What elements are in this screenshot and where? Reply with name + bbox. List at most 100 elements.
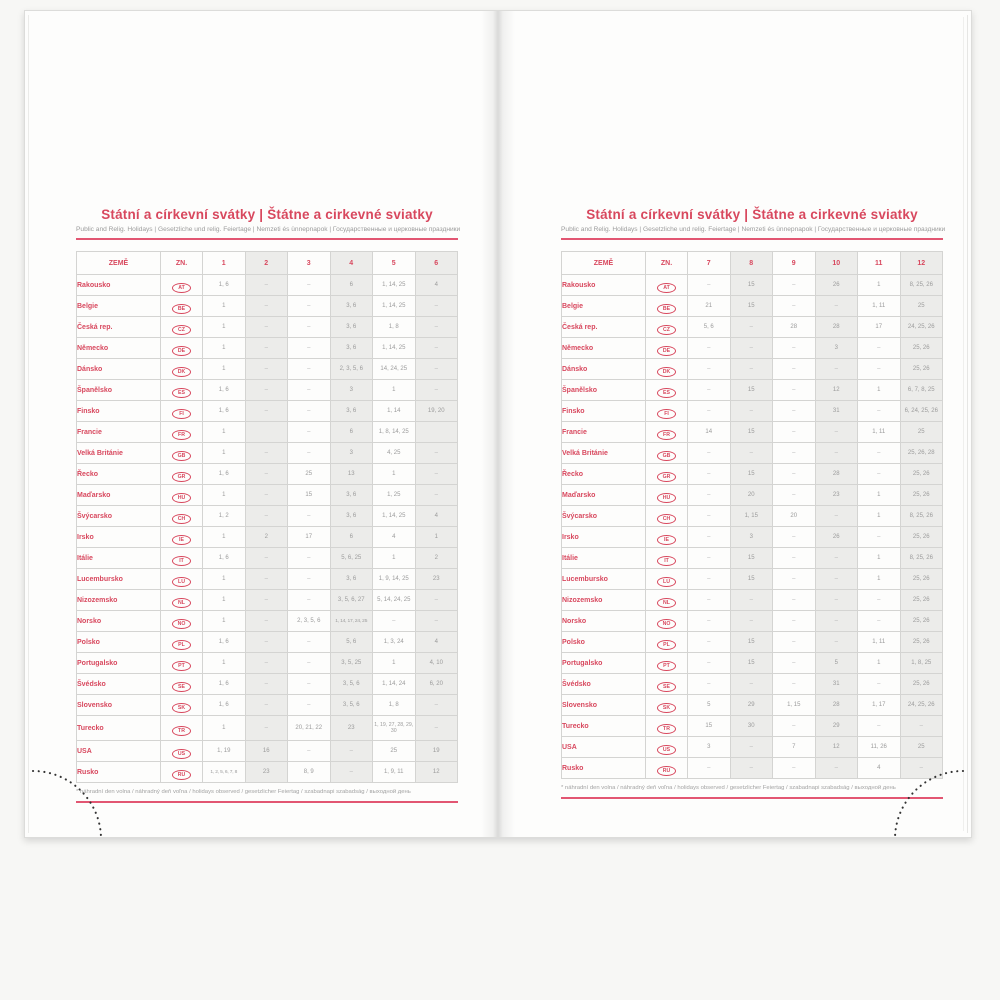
holiday-dates-cell: 31	[814, 400, 858, 422]
holiday-dates-cell: 1	[372, 547, 416, 569]
holiday-dates-cell: –	[814, 631, 858, 653]
country-name: Itálie	[561, 547, 646, 569]
table-row: Irsko IE 1 2 17 6 4 1	[76, 526, 458, 548]
page-title: Státní a církevní svátky | Štátne a cirk…	[101, 207, 433, 222]
country-code-cell: IT	[645, 547, 688, 569]
holiday-dates-cell: 1, 6	[202, 631, 246, 653]
table-row: Rakousko AT –15–26 1 8, 25, 26	[561, 274, 943, 296]
country-code-cell: SE	[160, 673, 203, 695]
holiday-dates-cell: –	[772, 526, 816, 548]
country-code-cell: FI	[160, 400, 203, 422]
holiday-dates-cell: –	[287, 589, 331, 611]
holiday-dates-cell: 5, 14, 24, 25	[372, 589, 416, 611]
country-code-badge: DE	[657, 346, 676, 356]
holiday-dates-cell: –	[687, 484, 731, 506]
holiday-dates-cell: 24, 25, 26	[899, 316, 943, 338]
country-code-badge: NO	[657, 619, 676, 629]
holiday-dates-cell: –	[244, 316, 288, 338]
holiday-dates-cell: 13	[329, 463, 373, 485]
country-code-badge: GR	[172, 472, 191, 482]
holiday-dates-cell: –	[729, 589, 773, 611]
holiday-dates-cell: –	[414, 358, 458, 380]
holiday-dates-cell: –	[244, 295, 288, 317]
holiday-dates-cell: 6, 7, 8, 25	[899, 379, 943, 401]
country-code-badge: LU	[172, 577, 191, 587]
holiday-dates-cell: 1	[202, 421, 246, 443]
holiday-dates-cell: –	[772, 421, 816, 443]
holiday-dates-cell: –	[772, 568, 816, 590]
holiday-dates-cell: 23	[329, 715, 373, 741]
country-name: Francie	[76, 421, 161, 443]
country-code-badge: NL	[657, 598, 676, 608]
holiday-dates-cell: –	[857, 358, 901, 380]
country-name: Norsko	[561, 610, 646, 632]
country-code-cell: ES	[645, 379, 688, 401]
country-code-badge: FI	[657, 409, 676, 419]
holiday-dates-cell: –	[772, 589, 816, 611]
table-row: Dánsko DK – – – – –25, 26	[561, 358, 943, 380]
holiday-dates-cell: 25, 26	[899, 337, 943, 359]
holiday-dates-cell: –	[244, 610, 288, 632]
table-row: Itálie IT –15– –1 8, 25, 26	[561, 547, 943, 569]
holiday-dates-cell: 25	[899, 421, 943, 443]
month-header: 10	[814, 251, 858, 275]
holiday-dates-cell: 25, 26	[899, 631, 943, 653]
holiday-dates-cell: –	[814, 568, 858, 590]
country-name: Řecko	[76, 463, 161, 485]
holiday-dates-cell: 25	[372, 740, 416, 762]
holiday-dates-cell: –	[687, 757, 731, 779]
table-row: Švédsko SE – – –31–25, 26	[561, 673, 943, 695]
country-name: Řecko	[561, 463, 646, 485]
holiday-dates-cell: 15	[729, 274, 773, 296]
table-row: Německo DE 1– –3, 6 1, 14, 25–	[76, 337, 458, 359]
country-name: Dánsko	[561, 358, 646, 380]
country-code-cell: CH	[160, 505, 203, 527]
holiday-dates-cell: 15	[729, 568, 773, 590]
table-row: Finsko FI 1, 6– –3, 6 1, 14 19, 20	[76, 400, 458, 422]
holiday-dates-cell: –	[244, 442, 288, 464]
holiday-dates-cell: –	[287, 295, 331, 317]
holiday-dates-cell: –	[687, 442, 731, 464]
holiday-dates-cell: –	[414, 463, 458, 485]
holiday-dates-cell: 8, 25, 26	[899, 274, 943, 296]
holiday-dates-cell: 26	[814, 526, 858, 548]
country-code-badge: RU	[172, 770, 191, 780]
table-row: Turecko TR 15 30–29– –	[561, 715, 943, 737]
country-code-cell: AT	[160, 274, 203, 296]
holiday-dates-cell: –	[772, 652, 816, 674]
holiday-dates-cell: 1, 15	[729, 505, 773, 527]
holiday-dates-cell: 6, 24, 25, 26	[899, 400, 943, 422]
holiday-dates-cell: 1	[857, 652, 901, 674]
holiday-dates-cell: –	[729, 736, 773, 758]
country-code-cell: CZ	[160, 316, 203, 338]
holiday-dates-cell: 23	[814, 484, 858, 506]
holiday-dates-cell: 14, 24, 25	[372, 358, 416, 380]
country-name: Lucembursko	[76, 568, 161, 590]
holiday-dates-cell: –	[414, 337, 458, 359]
country-column-header: ZEMĚ	[76, 251, 161, 275]
holiday-dates-cell: 4	[414, 274, 458, 296]
month-header: 1	[202, 251, 246, 275]
holiday-dates-cell: –	[244, 274, 288, 296]
country-code-cell: FR	[160, 421, 203, 443]
holiday-dates-cell: –	[857, 526, 901, 548]
holiday-dates-cell: 1, 6	[202, 547, 246, 569]
holiday-dates-cell: –	[287, 505, 331, 527]
country-code-badge: US	[657, 745, 676, 755]
country-code-cell: SE	[645, 673, 688, 695]
holiday-dates-cell: 1, 14, 17, 24, 25	[329, 610, 373, 632]
holiday-dates-cell: –	[414, 379, 458, 401]
holiday-dates-cell: –	[244, 694, 288, 716]
country-code-badge: PL	[657, 640, 676, 650]
holiday-dates-cell: –	[244, 358, 288, 380]
holiday-dates-cell: 1	[857, 379, 901, 401]
table-row: Norsko NO 1–2, 3, 5, 6 1, 14, 17, 24, 25– –	[76, 610, 458, 632]
country-code-badge: DK	[172, 367, 191, 377]
holiday-dates-cell: –	[244, 547, 288, 569]
country-code-badge: CZ	[172, 325, 191, 335]
holiday-dates-cell: 1	[202, 568, 246, 590]
holiday-dates-cell: –	[414, 316, 458, 338]
holiday-dates-cell: 23	[244, 761, 288, 783]
holiday-dates-cell: 15	[729, 463, 773, 485]
table-row: Lucembursko LU 1– –3, 6 1, 9, 14, 25 23	[76, 568, 458, 590]
